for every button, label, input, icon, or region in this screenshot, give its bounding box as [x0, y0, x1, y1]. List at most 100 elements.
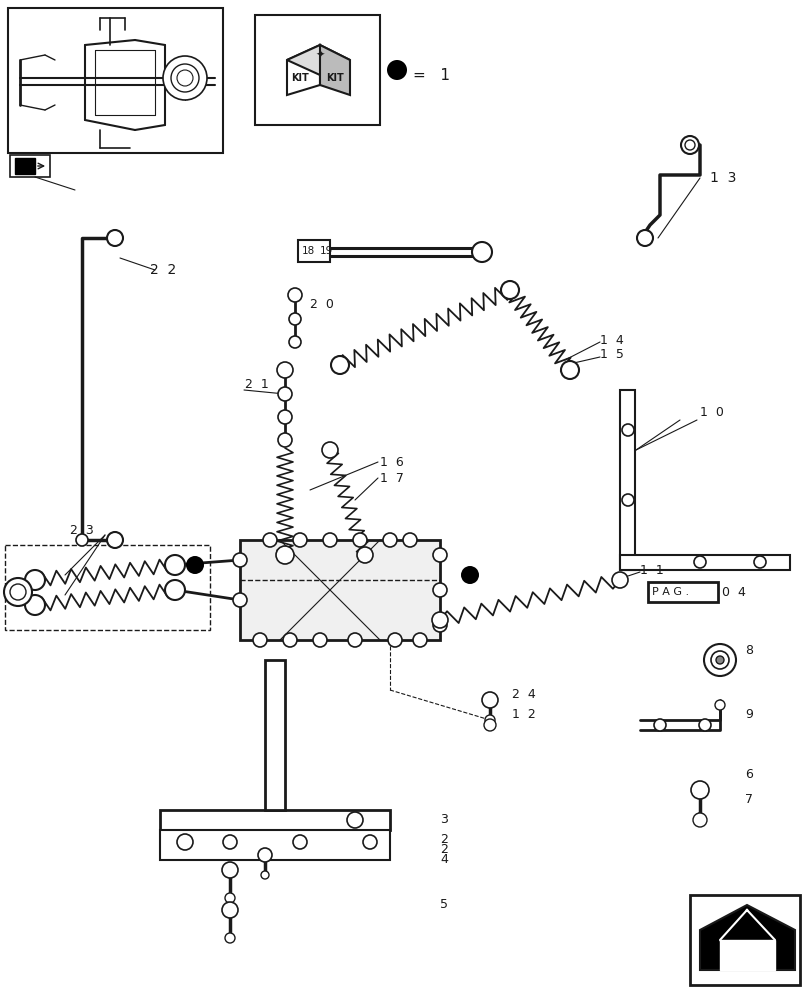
Bar [160, 830, 389, 860]
Circle shape [288, 288, 302, 302]
Circle shape [10, 584, 26, 600]
Text: 2  2: 2 2 [150, 263, 176, 277]
Circle shape [432, 548, 446, 562]
Circle shape [331, 356, 349, 374]
Circle shape [636, 230, 652, 246]
Text: =   1: = 1 [413, 68, 449, 83]
Bar [5, 545, 210, 630]
Bar [160, 810, 389, 830]
Text: KIT: KIT [291, 73, 308, 83]
Circle shape [346, 812, 363, 828]
Circle shape [4, 578, 32, 606]
Circle shape [283, 633, 297, 647]
Circle shape [260, 871, 268, 879]
Circle shape [694, 813, 704, 823]
Circle shape [432, 583, 446, 597]
Circle shape [710, 651, 728, 669]
Text: KIT: KIT [326, 73, 343, 83]
Bar [10, 155, 50, 177]
Text: 2  4: 2 4 [512, 688, 535, 702]
Bar [298, 240, 329, 262]
Circle shape [413, 633, 427, 647]
Polygon shape [15, 158, 35, 174]
Circle shape [432, 618, 446, 632]
Text: 1  4: 1 4 [599, 334, 623, 347]
Circle shape [714, 700, 724, 710]
Bar [620, 390, 634, 570]
Circle shape [312, 633, 327, 647]
Circle shape [500, 281, 518, 299]
Text: 7: 7 [744, 793, 752, 806]
Circle shape [76, 534, 88, 546]
Circle shape [223, 835, 237, 849]
Circle shape [258, 848, 272, 862]
Circle shape [165, 580, 185, 600]
Circle shape [253, 633, 267, 647]
Text: 2  0: 2 0 [310, 298, 333, 312]
Circle shape [289, 336, 301, 348]
Circle shape [363, 835, 376, 849]
Circle shape [353, 533, 367, 547]
Circle shape [653, 719, 665, 731]
Polygon shape [719, 940, 774, 970]
Circle shape [703, 644, 735, 676]
Circle shape [221, 862, 238, 878]
Text: 18: 18 [302, 246, 315, 256]
Text: 4: 4 [440, 853, 448, 866]
Circle shape [277, 362, 293, 378]
Circle shape [482, 692, 497, 708]
Circle shape [293, 533, 307, 547]
Circle shape [680, 136, 698, 154]
Circle shape [225, 933, 234, 943]
Circle shape [323, 533, 337, 547]
Text: 9: 9 [744, 708, 752, 722]
Text: 1  3: 1 3 [709, 171, 736, 185]
Circle shape [171, 64, 199, 92]
Circle shape [277, 387, 292, 401]
Polygon shape [286, 45, 320, 95]
Circle shape [471, 242, 491, 262]
Text: 1  2: 1 2 [512, 708, 535, 722]
Circle shape [276, 546, 294, 564]
Text: 1  1: 1 1 [639, 564, 663, 576]
Text: 6: 6 [744, 768, 752, 781]
Bar [264, 660, 285, 810]
Circle shape [322, 442, 337, 458]
Text: ✦: ✦ [315, 50, 324, 60]
Circle shape [277, 433, 292, 447]
Circle shape [107, 230, 122, 246]
Circle shape [383, 533, 397, 547]
Circle shape [289, 313, 301, 325]
Bar [255, 15, 380, 125]
Text: 5: 5 [440, 898, 448, 911]
Circle shape [402, 533, 417, 547]
Circle shape [177, 834, 193, 850]
Circle shape [387, 60, 406, 80]
Circle shape [165, 555, 185, 575]
Bar [240, 540, 440, 640]
Circle shape [233, 553, 247, 567]
Circle shape [225, 893, 234, 903]
Circle shape [263, 533, 277, 547]
Circle shape [177, 70, 193, 86]
Circle shape [698, 719, 710, 731]
Text: 2: 2 [440, 843, 448, 856]
Text: 1  0: 1 0 [699, 406, 723, 418]
Circle shape [753, 556, 765, 568]
Polygon shape [699, 905, 794, 970]
Bar [620, 555, 789, 570]
Circle shape [621, 424, 633, 436]
Circle shape [25, 595, 45, 615]
Polygon shape [320, 45, 350, 95]
Circle shape [483, 719, 496, 731]
Circle shape [715, 656, 723, 664]
Circle shape [690, 781, 708, 799]
Circle shape [611, 572, 627, 588]
Circle shape [293, 835, 307, 849]
Text: P A G .: P A G . [651, 587, 689, 597]
Circle shape [684, 140, 694, 150]
Circle shape [621, 494, 633, 506]
Bar [647, 582, 717, 602]
Bar [689, 895, 799, 985]
Text: 1  5: 1 5 [599, 349, 623, 361]
